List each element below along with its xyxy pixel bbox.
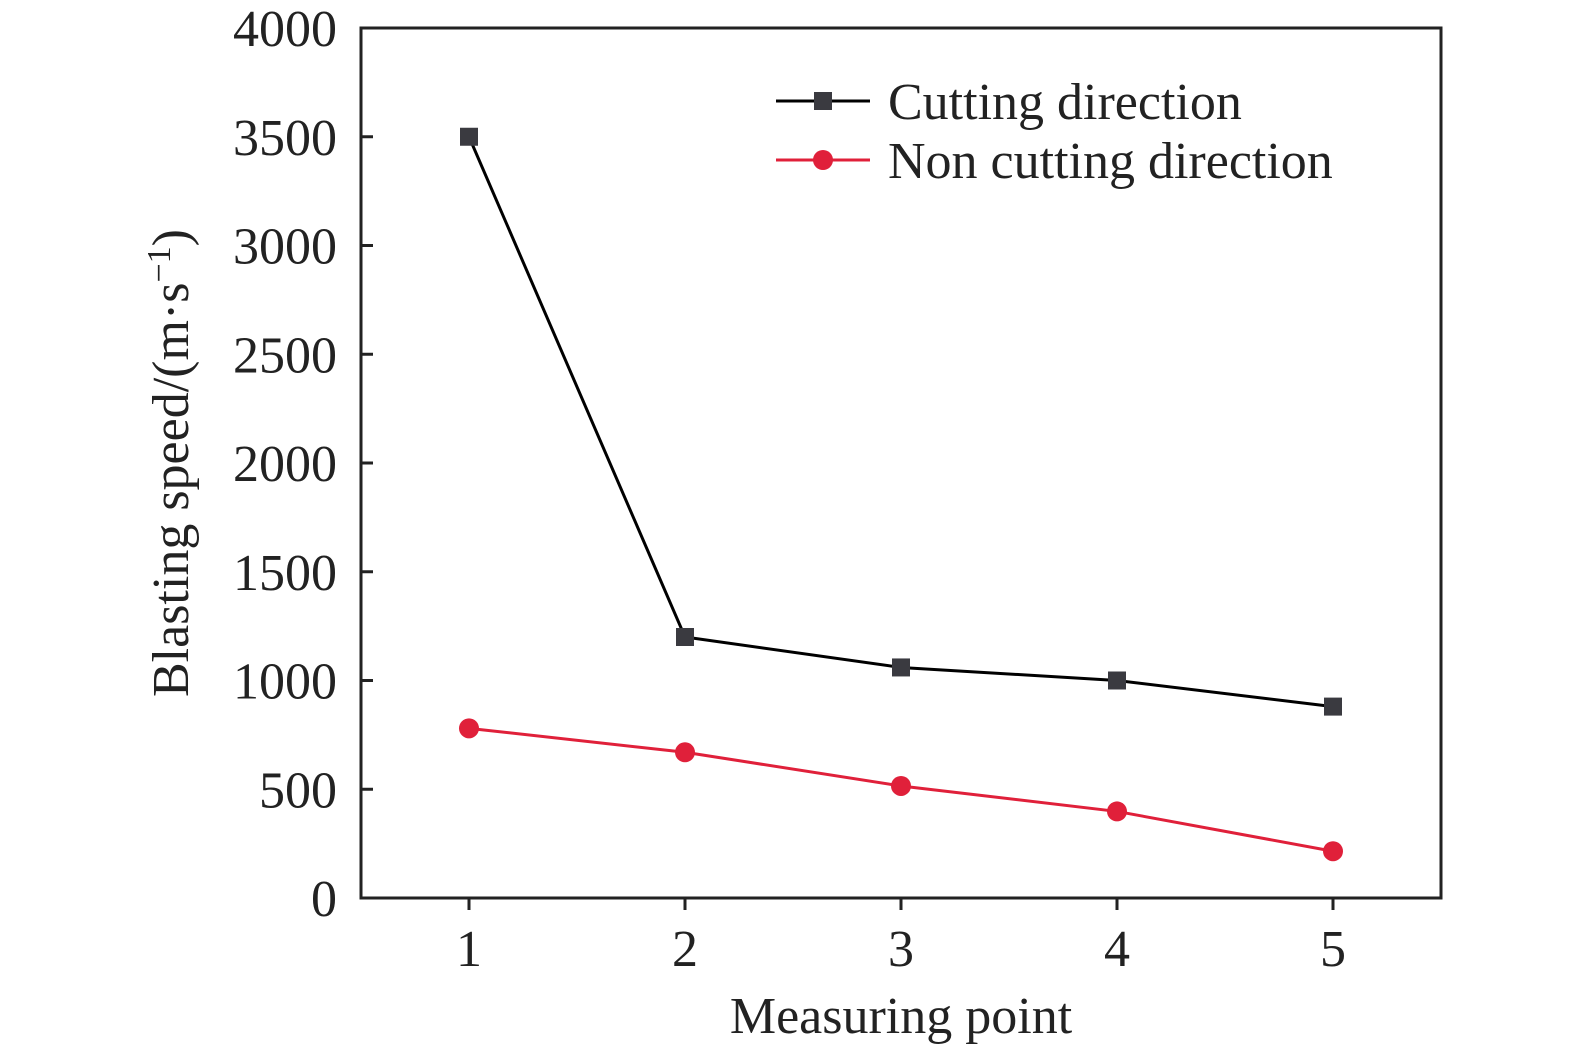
series-layer xyxy=(459,127,1343,862)
data-point-circle xyxy=(891,775,911,796)
x-tick-label: 1 xyxy=(456,921,482,978)
y-axis: 0 500 1000 1500 2000 2500 3000 3500 4000 xyxy=(233,1,373,928)
x-tick-label: 3 xyxy=(888,921,914,978)
y-tick-label: 2000 xyxy=(233,436,337,493)
data-point-square xyxy=(676,628,694,646)
x-axis-title: Measuring point xyxy=(730,988,1073,1045)
y-tick-label: 0 xyxy=(311,871,337,928)
y-tick-label: 1000 xyxy=(233,654,337,711)
legend-label: Cutting direction xyxy=(888,74,1242,131)
legend-label: Non cutting direction xyxy=(888,133,1333,190)
x-tick-label: 2 xyxy=(672,921,698,978)
data-point-square xyxy=(1108,671,1126,690)
x-tick-label: 4 xyxy=(1104,921,1130,978)
y-axis-title: Blasting speed/(m·s−1) xyxy=(141,229,200,697)
data-point-square xyxy=(892,658,910,677)
data-point-circle xyxy=(675,742,695,763)
data-point-circle xyxy=(459,718,479,739)
y-axis-title-main: Blasting speed/(m·s xyxy=(143,283,200,698)
data-point-square xyxy=(460,127,478,146)
x-axis: 1 2 3 4 5 xyxy=(456,898,1346,978)
y-axis-title-exponent: −1 xyxy=(141,246,178,282)
series-line-1 xyxy=(467,136,1334,709)
y-tick-label: 500 xyxy=(259,762,337,819)
data-point-circle xyxy=(1107,801,1127,822)
legend-marker-square xyxy=(814,92,832,110)
x-tick-label: 5 xyxy=(1320,921,1346,978)
y-tick-label: 3000 xyxy=(233,219,337,276)
legend-marker-circle xyxy=(813,150,833,170)
y-tick-label: 2500 xyxy=(233,327,337,384)
data-point-square xyxy=(1324,697,1342,716)
y-axis-title-close: ) xyxy=(143,229,200,246)
data-point-circle xyxy=(1323,841,1343,862)
y-tick-label: 3500 xyxy=(233,110,337,167)
y-tick-label: 1500 xyxy=(233,545,337,602)
y-tick-label: 4000 xyxy=(233,1,337,58)
